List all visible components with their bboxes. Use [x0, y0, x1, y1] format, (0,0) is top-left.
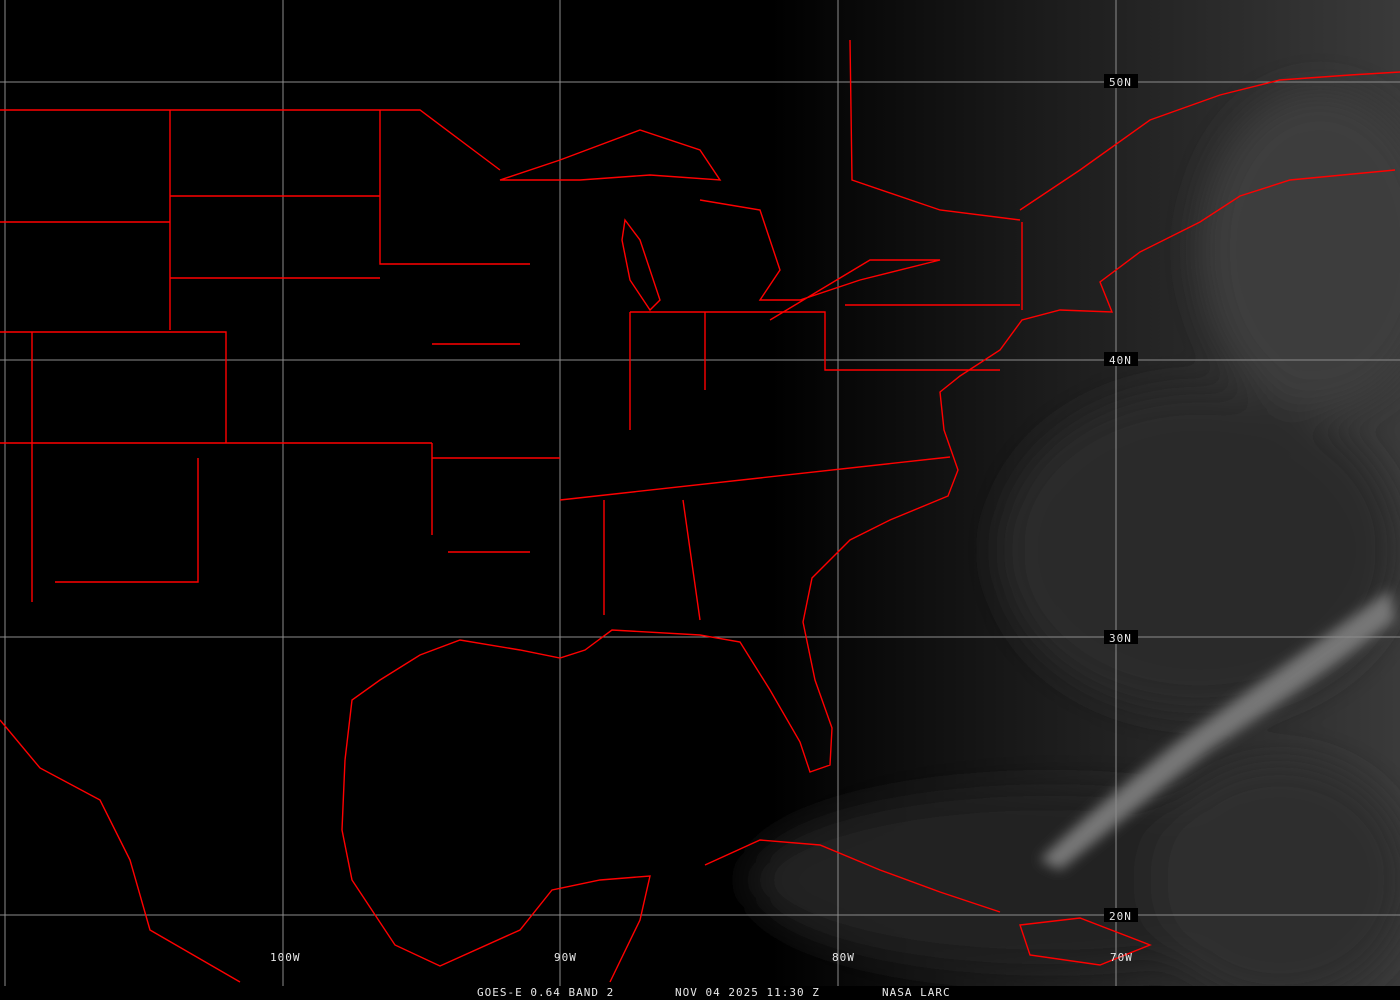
mexico-pacific-coast: [0, 719, 241, 983]
source-label: NASA LARC: [882, 986, 951, 999]
hispaniola: [1019, 917, 1152, 966]
lon-label-80w: 80W: [832, 951, 855, 964]
gulf-east-coastline: [344, 169, 1396, 773]
lon-label-90w: 90W: [554, 951, 577, 964]
cloud-band: [1040, 590, 1395, 870]
cuba: [704, 839, 1001, 913]
lake-superior: [499, 129, 722, 181]
mexico-gulf-coast: [341, 759, 651, 983]
longitude-labels: 100W 90W 80W 70W: [270, 951, 1133, 964]
image-caption-bar: GOES-E 0.64 BAND 2 NOV 04 2025 11:30 Z N…: [0, 986, 1400, 1000]
lon-label-100w: 100W: [270, 951, 301, 964]
latitude-labels: 50N 40N 30N 20N: [1104, 74, 1138, 923]
timestamp-label: NOV 04 2025 11:30 Z: [675, 986, 820, 999]
lake-michigan: [621, 218, 661, 312]
lat-label-40n: 40N: [1109, 354, 1132, 367]
canada-coast: [1019, 71, 1400, 211]
lat-label-30n: 30N: [1109, 632, 1132, 645]
lat-label-20n: 20N: [1109, 910, 1132, 923]
cloud-cover: [750, 90, 1400, 1000]
lake-huron-erie-ontario: [699, 199, 941, 321]
lon-label-70w: 70W: [1110, 951, 1133, 964]
state-borders: [0, 110, 1023, 621]
us-canada-border: [0, 39, 1021, 221]
boundaries: [0, 39, 1400, 983]
satellite-band-label: GOES-E 0.64 BAND 2: [477, 986, 615, 999]
lat-label-50n: 50N: [1109, 76, 1132, 89]
